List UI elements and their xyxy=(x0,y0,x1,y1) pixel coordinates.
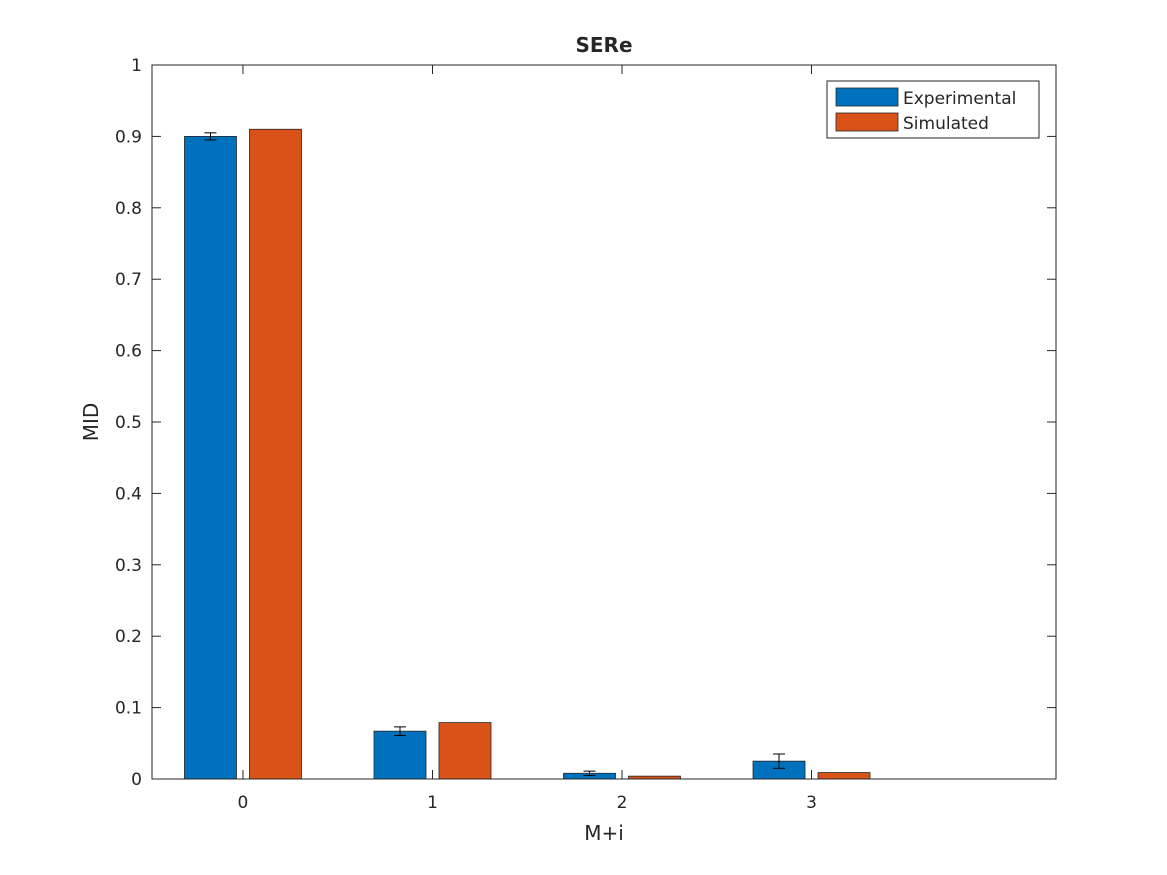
legend-label-experimental: Experimental xyxy=(903,89,1016,109)
ticks-layer: 0 0.1 0.2 0.3 0.4 0.5 0.6 0.7 0.8 0.9 1 0 1 2 3 xyxy=(115,56,1056,813)
y-tick-label: 1 xyxy=(131,56,142,76)
bar-simulated-1 xyxy=(438,722,492,780)
x-tick-label: 1 xyxy=(427,793,438,813)
y-tick-label: 0.3 xyxy=(115,556,142,576)
y-tick-label: 0.5 xyxy=(115,413,142,433)
y-tick-label: 0.7 xyxy=(115,270,142,290)
bars-layer xyxy=(184,128,871,780)
x-tick-label: 3 xyxy=(806,793,817,813)
legend: Experimental Simulated xyxy=(826,80,1040,139)
y-axis-label: MID xyxy=(79,403,103,442)
bar-experimental-0 xyxy=(184,135,237,780)
errorbar-experimental-3 xyxy=(773,753,786,769)
y-tick-label: 0.1 xyxy=(115,699,142,719)
x-tick-label: 2 xyxy=(617,793,628,813)
y-tick-label: 0.8 xyxy=(115,199,142,219)
legend-swatch-experimental xyxy=(835,87,899,107)
errorbar-experimental-2 xyxy=(583,770,596,776)
chart-title: SERe xyxy=(575,33,632,57)
errorbar-experimental-0 xyxy=(204,132,217,141)
y-tick-label: 0.9 xyxy=(115,127,142,147)
y-tick-label: 0.2 xyxy=(115,627,142,647)
legend-swatch-simulated xyxy=(835,112,899,132)
legend-label-simulated: Simulated xyxy=(903,114,989,134)
y-tick-label: 0.6 xyxy=(115,342,142,362)
bar-simulated-0 xyxy=(249,128,302,780)
bar-experimental-1 xyxy=(373,730,427,780)
errorbar-experimental-1 xyxy=(393,726,406,736)
x-tick-label: 0 xyxy=(238,793,249,813)
x-axis-label: M+i xyxy=(584,821,624,845)
y-tick-label: 0.4 xyxy=(115,484,142,504)
plot-area xyxy=(152,65,1056,779)
y-tick-label: 0 xyxy=(131,770,142,790)
errorbars-layer xyxy=(204,132,786,776)
bar-simulated-3 xyxy=(817,772,871,780)
